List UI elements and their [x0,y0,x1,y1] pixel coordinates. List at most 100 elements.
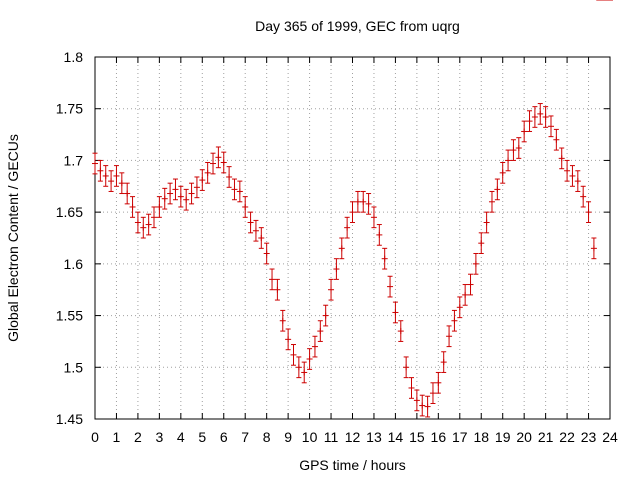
data-point [526,110,533,132]
data-point [97,159,104,182]
data-point [167,182,174,205]
data-point [344,216,351,239]
data-point [140,216,147,239]
data-point [381,247,388,270]
data-point [333,258,340,280]
y-tick-label: 1.65 [56,204,83,220]
x-tick-labels: 0 1 2 3 4 5 6 7 8 9 10 11 12 13 14 15 16 17 18 19 20 21 22 23 24 [91,429,618,445]
data-point [360,190,367,213]
x-tick-label: 15 [409,429,425,445]
data-point [499,161,506,184]
data-point [403,356,410,379]
data-point [279,309,286,332]
data-point [145,213,152,236]
data-point [392,301,399,324]
y-tick-label: 1.55 [56,308,83,324]
data-point [177,185,184,208]
data-point [429,382,436,404]
data-point [188,182,195,205]
data-point [494,178,501,201]
y-tick-label: 1.45 [56,411,83,427]
data-point [590,237,597,260]
data-point [505,149,512,172]
x-tick-label: 6 [220,429,228,445]
data-point [215,146,222,169]
data-point [295,356,302,379]
data-point [124,182,131,205]
data-point [151,206,158,229]
data-point [542,106,549,128]
data-point [199,169,206,191]
data-point [113,165,120,187]
data-point [419,394,426,417]
y-axis-title: Global Electron Content / GECUs [5,134,21,342]
data-point [365,193,372,215]
data-point [108,170,115,192]
chart-title: Day 365 of 1999, GEC from uqrg [255,18,460,34]
data-point [172,178,179,201]
data-point [387,275,394,298]
data-point [370,206,377,229]
data-point [156,196,163,218]
x-tick-label: 3 [155,429,163,445]
data-point [547,115,554,138]
y-tick-label: 1.75 [56,101,83,117]
y-tick-label: 1.7 [64,152,84,168]
x-tick-label: 10 [302,429,318,445]
y-tick-label: 1.8 [64,49,84,65]
data-point [306,348,313,370]
x-tick-label: 7 [241,429,249,445]
data-point [376,224,383,246]
data-point [263,242,270,265]
data-point [322,304,329,327]
data-point [580,185,587,208]
data-point [478,232,485,255]
data-point [258,227,265,249]
x-tick-label: 19 [495,429,511,445]
x-tick-label: 1 [113,429,121,445]
data-point [462,284,469,306]
x-tick-label: 21 [538,429,554,445]
data-point [537,103,544,125]
data-point [311,335,318,358]
data-point [285,328,292,351]
y-tick-label: 1.6 [64,256,84,272]
data-point [435,371,442,394]
data-point [328,278,335,301]
x-tick-label: 23 [581,429,597,445]
x-tick-label: 24 [602,429,618,445]
data-point [134,211,141,234]
y-tick-labels: 1.45 1.5 1.55 1.6 1.65 1.7 1.75 1.8 [56,49,83,427]
data-point [290,344,297,366]
x-tick-label: 9 [284,429,292,445]
data-point [193,176,200,199]
data-point [247,211,254,234]
x-tick-label: 13 [366,429,382,445]
data-point [220,151,227,174]
data-point [515,137,522,159]
data-point [274,278,281,301]
y-tick-label: 1.5 [64,359,84,375]
data-point [269,268,276,291]
x-tick-label: 4 [177,429,185,445]
data-point [92,152,98,175]
data-point [483,211,490,234]
data-point [521,120,528,143]
data-point [338,237,345,260]
data-point [210,152,217,175]
axis-ticks [94,56,611,420]
data-point [558,147,565,170]
x-tick-label: 8 [263,429,271,445]
data-point [440,351,447,373]
x-tick-label: 18 [473,429,489,445]
x-tick-label: 5 [198,429,206,445]
data-point [349,201,356,223]
data-point [252,219,259,242]
data-point [467,273,474,296]
data-point [183,188,190,211]
data-point [585,201,592,223]
data-point [354,190,361,213]
data-point [118,172,125,195]
x-tick-label: 14 [388,429,404,445]
